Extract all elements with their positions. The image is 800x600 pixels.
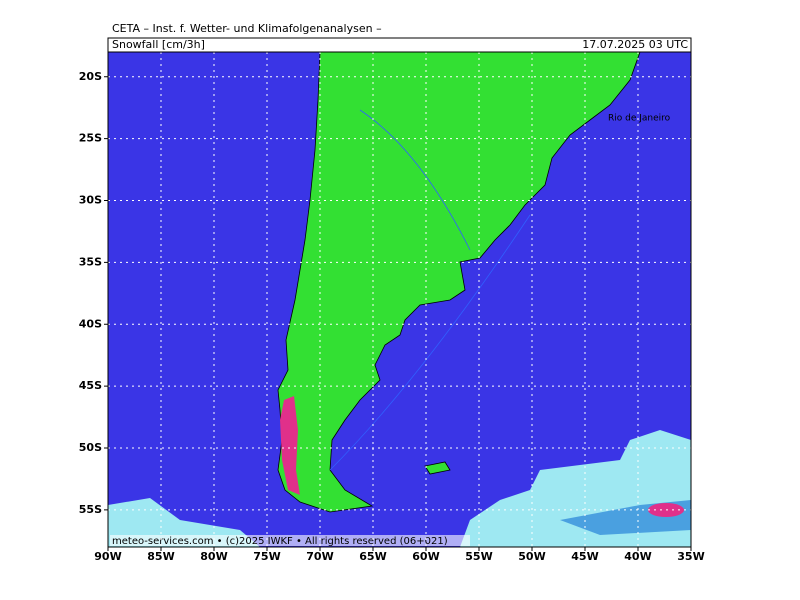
valid-time: 17.07.2025 03 UTC [582,38,688,51]
rivers [329,109,531,471]
lat-tick-label: 45S [79,379,102,392]
snow-patagonia [280,396,300,495]
copyright: meteo-services.com • (c)2025 IWKF • All … [112,536,448,547]
lat-tick-label: 50S [79,441,102,454]
land [277,51,641,513]
lat-tick-label: 30S [79,194,102,207]
parameter-label: Snowfall [cm/3h] [112,38,205,51]
lon-tick-label: 60W [412,550,439,563]
map-area: meteo-services.com • (c)2025 IWKF • All … [107,51,692,548]
lon-tick-label: 80W [200,550,227,563]
map-frame [107,51,692,548]
lon-tick-label: 85W [147,550,174,563]
lon-tick-label: 55W [465,550,492,563]
falklands [424,461,451,475]
lat-tick-label: 55S [79,503,102,516]
lat-tick-label: 35S [79,255,102,268]
lon-tick-label: 90W [94,550,121,563]
lon-tick-label: 40W [624,550,651,563]
lon-tick-label: 45W [571,550,598,563]
copyright-bg [110,535,470,546]
lon-tick-label: 65W [359,550,386,563]
lat-tick-label: 20S [79,70,102,83]
city-label: Rio de Janeiro [608,114,671,124]
lon-tick-label: 35W [677,550,704,563]
header-title: CETA – Inst. f. Wetter- und Klimafolgena… [112,22,382,35]
lon-tick-label: 75W [253,550,280,563]
lat-tick-label: 40S [79,317,102,330]
lat-tick-label: 25S [79,132,102,145]
lon-tick-label: 70W [306,550,333,563]
lon-tick-label: 50W [518,550,545,563]
